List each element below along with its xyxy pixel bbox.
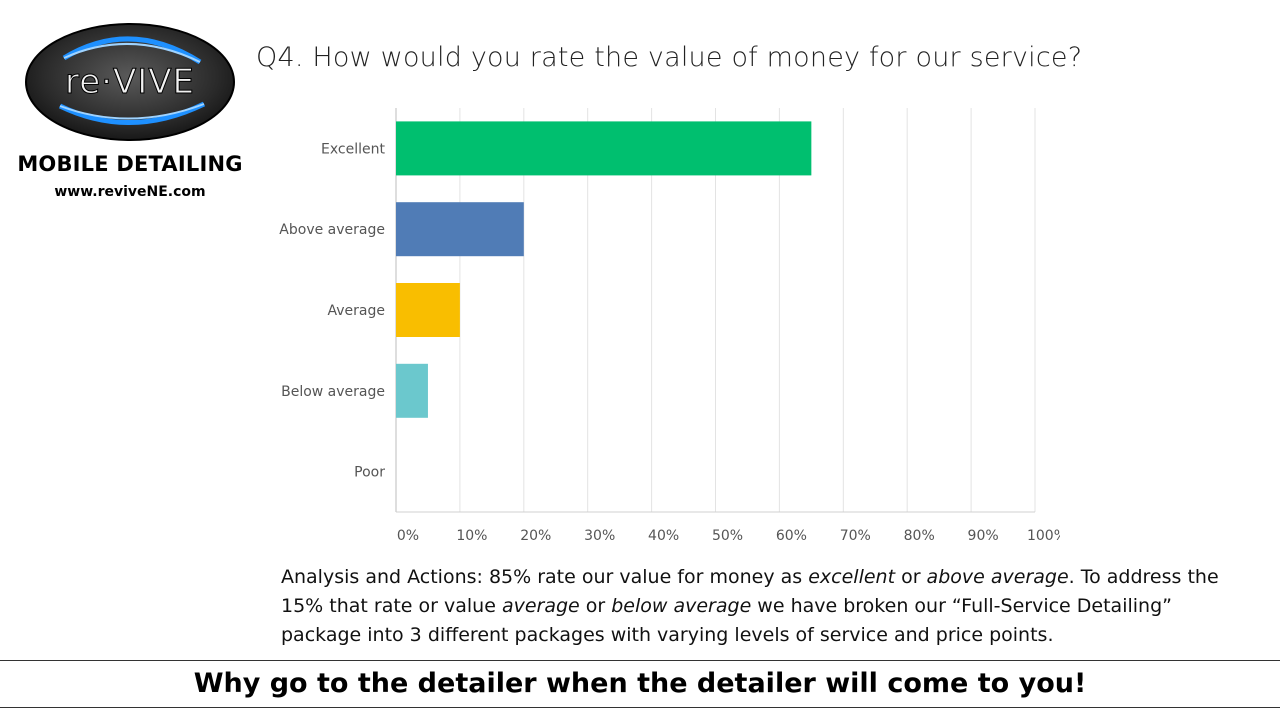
analysis-part-5: we have broken our “Full-Service Detaili…	[281, 595, 1172, 646]
divider-top	[0, 660, 1280, 661]
bar-below-average	[396, 363, 428, 418]
analysis-part-1: Analysis and Actions: 85% rate our value…	[281, 566, 809, 588]
slogan: Why go to the detailer when the detailer…	[193, 668, 1087, 699]
x-tick-label: 30%	[584, 528, 615, 544]
category-label: Poor	[354, 465, 385, 481]
x-tick-label: 10%	[456, 528, 487, 544]
analysis-part-2: or	[895, 566, 927, 588]
chart-x-ticks: 0% 10% 20% 30% 40% 50% 60% 70% 80% 90% 100%	[397, 528, 1060, 544]
question-title: Q4. How would you rate the value of mone…	[256, 42, 1083, 73]
x-tick-label: 90%	[968, 528, 999, 544]
swoosh-top	[62, 36, 202, 65]
x-tick-label: 20%	[520, 528, 551, 544]
brand-url: www.reviveNE.com	[54, 184, 206, 200]
x-tick-label: 80%	[904, 528, 935, 544]
category-label: Below average	[281, 384, 385, 400]
brand-subtitle: MOBILE DETAILING	[17, 152, 243, 176]
analysis-part-4: or	[579, 595, 612, 617]
x-tick-label: 0%	[397, 528, 419, 544]
analysis-emph-excellent: excellent	[808, 566, 896, 588]
divider-bottom	[0, 707, 1280, 708]
bar-above-average	[396, 202, 524, 257]
logo-text: re·VIVE	[65, 62, 195, 102]
swoosh-bottom	[58, 101, 206, 125]
category-label: Above average	[279, 222, 385, 238]
bar-chart: Excellent Above average Average Below avera…	[279, 108, 1060, 544]
analysis-part-3: . To address the 15% that rate or value	[281, 566, 1219, 617]
x-tick-label: 70%	[840, 528, 871, 544]
category-label: Excellent	[321, 141, 385, 157]
chart-category-labels: Excellent Above average Average Below avera…	[279, 141, 385, 480]
x-tick-label: 60%	[776, 528, 807, 544]
bar-average	[396, 283, 460, 337]
analysis-emph-below-average: below average	[611, 595, 752, 617]
analysis-emph-average: average	[501, 595, 580, 617]
brand-logo: re·VIVE	[24, 22, 236, 142]
category-label: Average	[328, 303, 386, 319]
x-tick-label: 50%	[712, 528, 743, 544]
analysis-text: Analysis and Actions: 85% rate our value…	[281, 563, 1221, 650]
x-tick-label: 40%	[648, 528, 679, 544]
analysis-emph-above-average: above average	[926, 566, 1069, 588]
chart-bars	[396, 121, 812, 418]
logo-badge: re·VIVE	[25, 23, 235, 141]
x-tick-label: 100%	[1027, 528, 1060, 544]
bar-excellent	[396, 121, 812, 176]
